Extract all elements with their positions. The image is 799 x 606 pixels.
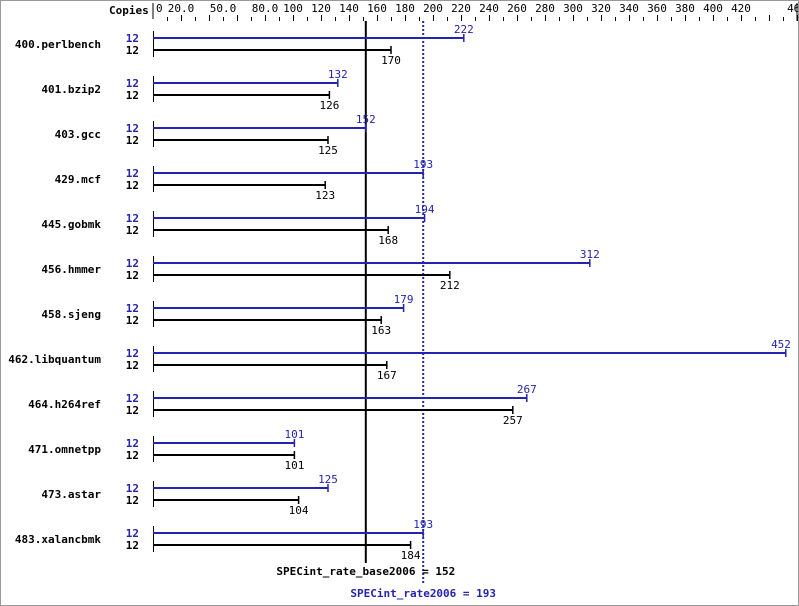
benchmark-label: 403.gcc <box>55 128 101 141</box>
peak-copies: 12 <box>126 257 139 270</box>
tick-label: 100 <box>283 2 303 15</box>
peak-copies: 12 <box>126 437 139 450</box>
tick-label: 80.0 <box>252 2 279 15</box>
base-value-label: 170 <box>381 54 401 67</box>
peak-copies: 12 <box>126 392 139 405</box>
peak-reference-label: SPECint_rate2006 = 193 <box>350 587 496 600</box>
tick-label: 300 <box>563 2 583 15</box>
peak-value-label: 312 <box>580 248 600 261</box>
benchmark-label: 458.sjeng <box>41 308 101 321</box>
tick-label: 160 <box>367 2 387 15</box>
peak-copies: 12 <box>126 122 139 135</box>
tick-label: 420 <box>731 2 751 15</box>
base-value-label: 104 <box>289 504 309 517</box>
tick-label: 20.0 <box>168 2 195 15</box>
peak-value-label: 193 <box>413 158 433 171</box>
tick-label: 200 <box>423 2 443 15</box>
benchmark-label: 429.mcf <box>55 173 101 186</box>
peak-value-label: 222 <box>454 23 474 36</box>
tick-label: 400 <box>703 2 723 15</box>
peak-copies: 12 <box>126 527 139 540</box>
peak-copies: 12 <box>126 482 139 495</box>
tick-label: 180 <box>395 2 415 15</box>
peak-copies: 12 <box>126 167 139 180</box>
tick-label: 460 <box>787 2 798 15</box>
base-copies: 12 <box>126 314 139 327</box>
benchmark-label: 456.hmmer <box>41 263 101 276</box>
benchmark-label: 401.bzip2 <box>41 83 101 96</box>
base-copies: 12 <box>126 539 139 552</box>
tick-label: 50.0 <box>210 2 237 15</box>
peak-value-label: 101 <box>284 428 304 441</box>
tick-label: 280 <box>535 2 555 15</box>
peak-copies: 12 <box>126 32 139 45</box>
tick-label: 320 <box>591 2 611 15</box>
base-value-label: 212 <box>440 279 460 292</box>
tick-label: 260 <box>507 2 527 15</box>
peak-copies: 12 <box>126 302 139 315</box>
base-copies: 12 <box>126 269 139 282</box>
peak-copies: 12 <box>126 212 139 225</box>
tick-label: 0 <box>156 2 163 15</box>
benchmark-label: 400.perlbench <box>15 38 101 51</box>
base-value-label: 101 <box>284 459 304 472</box>
base-copies: 12 <box>126 179 139 192</box>
base-copies: 12 <box>126 89 139 102</box>
tick-label: 140 <box>339 2 359 15</box>
base-value-label: 123 <box>315 189 335 202</box>
base-reference-label: SPECint_rate_base2006 = 152 <box>276 565 455 578</box>
benchmark-label: 473.astar <box>41 488 101 501</box>
tick-label: 240 <box>479 2 499 15</box>
tick-label: 380 <box>675 2 695 15</box>
base-value-label: 167 <box>377 369 397 382</box>
base-copies: 12 <box>126 224 139 237</box>
peak-value-label: 452 <box>771 338 791 351</box>
tick-label: 220 <box>451 2 471 15</box>
base-copies: 12 <box>126 134 139 147</box>
peak-copies: 12 <box>126 77 139 90</box>
base-value-label: 125 <box>318 144 338 157</box>
base-copies: 12 <box>126 449 139 462</box>
peak-value-label: 179 <box>394 293 414 306</box>
base-value-label: 184 <box>401 549 421 562</box>
benchmark-label: 471.omnetpp <box>28 443 101 456</box>
base-value-label: 257 <box>503 414 523 427</box>
base-value-label: 126 <box>319 99 339 112</box>
benchmark-label: 483.xalancbmk <box>15 533 101 546</box>
base-value-label: 168 <box>378 234 398 247</box>
axis-title: Copies <box>109 4 149 17</box>
peak-value-label: 125 <box>318 473 338 486</box>
tick-label: 340 <box>619 2 639 15</box>
peak-value-label: 194 <box>415 203 435 216</box>
benchmark-label: 462.libquantum <box>8 353 101 366</box>
peak-value-label: 152 <box>356 113 376 126</box>
base-copies: 12 <box>126 494 139 507</box>
tick-label: 360 <box>647 2 667 15</box>
tick-label: 120 <box>311 2 331 15</box>
peak-value-label: 193 <box>413 518 433 531</box>
base-copies: 12 <box>126 404 139 417</box>
benchmark-label: 445.gobmk <box>41 218 101 231</box>
base-copies: 12 <box>126 359 139 372</box>
peak-value-label: 132 <box>328 68 348 81</box>
peak-copies: 12 <box>126 347 139 360</box>
benchmark-label: 464.h264ref <box>28 398 101 411</box>
base-copies: 12 <box>126 44 139 57</box>
base-value-label: 163 <box>371 324 391 337</box>
peak-value-label: 267 <box>517 383 537 396</box>
